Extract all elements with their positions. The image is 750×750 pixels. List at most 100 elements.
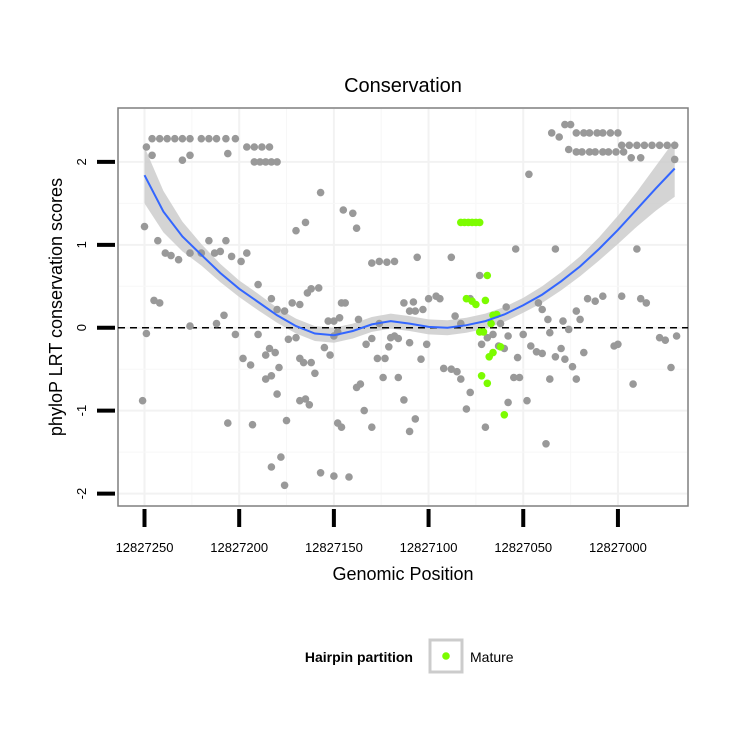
data-point: [667, 363, 675, 372]
data-point: [504, 398, 512, 407]
chart-title: Conservation: [344, 75, 462, 97]
data-point: [267, 372, 276, 380]
data-point: [186, 322, 194, 330]
mature-point: [496, 343, 505, 351]
data-point: [273, 390, 281, 398]
data-point: [578, 148, 586, 156]
data-point: [636, 154, 645, 162]
data-point: [655, 333, 664, 342]
data-point: [496, 319, 505, 328]
data-point: [617, 141, 626, 150]
data-point: [205, 236, 213, 245]
x-tick-label: 12827150: [305, 540, 363, 555]
data-point: [411, 415, 420, 423]
data-point: [542, 440, 550, 448]
data-point: [254, 280, 262, 289]
data-point: [248, 420, 257, 429]
mature-point: [483, 379, 492, 388]
data-point: [243, 249, 251, 257]
y-tick-label: -2: [74, 488, 89, 500]
data-point: [591, 148, 599, 156]
data-point: [390, 257, 399, 266]
data-point: [511, 245, 520, 253]
data-point: [142, 143, 151, 151]
data-point: [585, 148, 594, 156]
data-point: [330, 472, 338, 480]
data-point: [559, 317, 567, 325]
y-axis-label: phyloP LRT conservation scores: [46, 178, 66, 436]
data-point: [670, 141, 679, 150]
data-point: [599, 292, 607, 301]
data-point: [580, 348, 588, 357]
data-point: [400, 299, 408, 307]
plot-panel: [117, 107, 689, 507]
data-point: [625, 141, 634, 150]
data-point: [231, 330, 240, 339]
data-point: [547, 129, 556, 137]
data-point: [544, 315, 552, 324]
data-point: [282, 416, 291, 425]
x-tick-label: 12827200: [210, 540, 268, 555]
data-point: [354, 315, 363, 324]
data-point: [612, 148, 620, 156]
data-point: [265, 344, 274, 353]
mature-point: [481, 296, 490, 305]
data-point: [360, 406, 369, 415]
data-point: [439, 364, 448, 373]
data-point: [551, 245, 560, 253]
data-point: [394, 373, 403, 382]
data-point: [670, 155, 679, 164]
data-point: [504, 332, 512, 340]
data-point: [292, 226, 300, 235]
data-point: [417, 355, 425, 364]
data-point: [451, 312, 459, 320]
y-tick-label: 0: [74, 324, 89, 331]
data-point: [261, 158, 270, 166]
data-point: [462, 405, 471, 413]
mature-point: [500, 411, 509, 419]
data-point: [250, 143, 259, 151]
data-point: [316, 469, 325, 477]
data-point: [513, 353, 522, 362]
data-point: [672, 332, 681, 340]
data-point: [400, 396, 408, 404]
x-tick-label: 12827250: [116, 540, 174, 555]
data-point: [337, 423, 346, 432]
data-point: [606, 129, 615, 137]
data-point: [379, 373, 387, 382]
data-point: [519, 330, 527, 339]
data-point: [585, 129, 594, 137]
data-points: [138, 120, 681, 490]
data-point: [186, 249, 194, 257]
data-point: [174, 255, 183, 264]
data-point: [661, 336, 670, 345]
data-point: [301, 218, 310, 227]
data-point: [186, 134, 194, 143]
data-point: [627, 154, 635, 162]
data-point: [246, 361, 255, 369]
data-point: [447, 365, 456, 374]
data-point: [566, 120, 575, 129]
data-point: [629, 380, 637, 388]
data-point: [599, 148, 607, 156]
data-point: [237, 257, 245, 266]
x-axis-label: Genomic Position: [332, 564, 473, 584]
data-point: [483, 333, 492, 342]
data-point: [324, 317, 333, 325]
data-point: [326, 351, 334, 359]
data-point: [275, 363, 283, 372]
data-point: [352, 224, 361, 232]
data-point: [633, 245, 641, 253]
data-point: [368, 334, 376, 343]
data-point: [150, 296, 158, 305]
confidence-band: [144, 140, 675, 343]
data-point: [457, 375, 465, 383]
data-point: [250, 158, 259, 166]
data-point: [335, 314, 344, 322]
mature-point: [485, 353, 494, 361]
data-point: [280, 481, 289, 490]
smooth-line: [143, 167, 676, 337]
data-point: [339, 206, 348, 214]
data-point: [447, 253, 456, 262]
x-tick-label: 12827100: [400, 540, 458, 555]
